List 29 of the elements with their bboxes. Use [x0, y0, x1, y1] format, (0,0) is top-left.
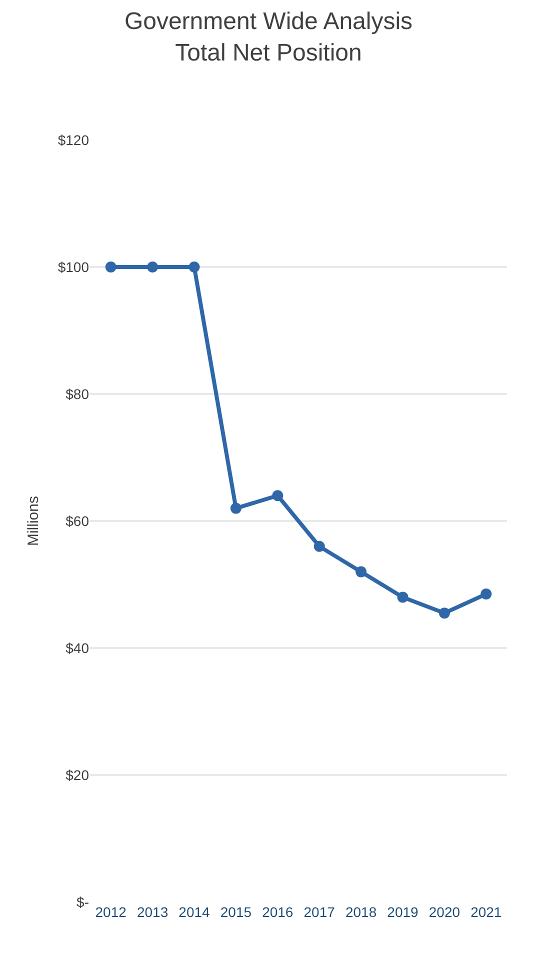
- point: [105, 262, 116, 272]
- y-tick-label: $100: [58, 258, 90, 275]
- y-tick-label: $120: [58, 132, 90, 148]
- x-tick-label: 2019: [387, 904, 419, 920]
- x-tick-label: 2020: [428, 904, 460, 920]
- y-axis-title: Millions: [25, 496, 42, 546]
- x-tick-label: 2016: [262, 904, 294, 920]
- y-tick-label: $60: [66, 512, 90, 529]
- point: [147, 262, 158, 272]
- y-tick-label: $-: [76, 894, 90, 910]
- x-tick-label: 2018: [345, 904, 377, 920]
- x-tick-label: 2017: [304, 904, 336, 920]
- point: [480, 588, 492, 600]
- point: [272, 490, 284, 502]
- point: [356, 566, 367, 578]
- x-tick-label: 2021: [470, 904, 502, 920]
- point: [230, 502, 242, 514]
- point: [397, 592, 408, 603]
- y-tick-label: $20: [66, 766, 90, 783]
- point: [188, 262, 200, 272]
- y-tick-label: $80: [66, 386, 90, 402]
- x-tick-label: 2014: [178, 904, 210, 920]
- y-tick-label: $40: [66, 640, 90, 656]
- point: [438, 608, 450, 619]
- x-tick-label: 2013: [136, 904, 168, 920]
- x-tick-label: 2015: [220, 904, 252, 920]
- x-tick-label: 2012: [95, 904, 127, 920]
- chart-title: Government Wide Analysis Total Net Position: [124, 8, 413, 66]
- point: [314, 540, 325, 552]
